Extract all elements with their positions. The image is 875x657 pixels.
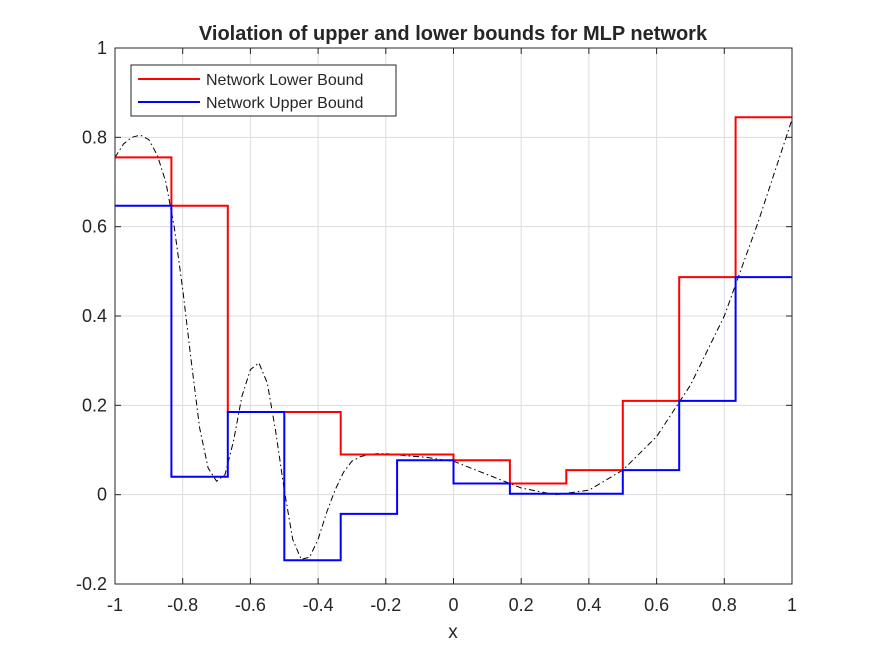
legend-label-lower: Network Lower Bound — [206, 72, 363, 89]
legend-box — [130, 64, 397, 117]
y-tick-label: 1 — [97, 38, 107, 58]
series-lower-bound — [115, 116, 792, 485]
x-tick-label: 0 — [448, 595, 458, 615]
x-tick-label: -0.4 — [303, 595, 334, 615]
x-tick-label: -0.6 — [235, 595, 266, 615]
series-layer — [114, 116, 793, 562]
chart-title: Violation of upper and lower bounds for … — [199, 23, 708, 45]
x-tick-label: 0.2 — [509, 595, 534, 615]
y-tick-label: 0.2 — [82, 395, 107, 415]
x-tick-label: 0.6 — [644, 595, 669, 615]
ticks: -1 -0.8 -0.6 -0.4 -0.2 0 0.2 0.4 0.6 0.8 1 -0.2 0 0.2… — [76, 38, 797, 615]
x-tick-label: 1 — [787, 595, 797, 615]
x-tick-label: 0.8 — [712, 595, 737, 615]
series-reference-curve — [114, 119, 793, 560]
y-tick-label: 0.8 — [82, 127, 107, 147]
x-tick-label: -0.8 — [167, 595, 198, 615]
y-tick-label: 0.6 — [82, 217, 107, 237]
series-upper-bound — [115, 204, 792, 562]
y-tick-label: 0.4 — [82, 306, 107, 326]
x-tick-label: 0.4 — [576, 595, 601, 615]
x-tick-label: -1 — [107, 595, 123, 615]
legend-label-upper: Network Upper Bound — [206, 95, 363, 112]
x-axis-label: x — [448, 622, 458, 643]
x-tick-label: -0.2 — [370, 595, 401, 615]
y-tick-label: -0.2 — [76, 574, 107, 594]
y-tick-label: 0 — [97, 485, 107, 505]
legend: Network Lower Bound Network Upper Bound — [130, 64, 397, 117]
